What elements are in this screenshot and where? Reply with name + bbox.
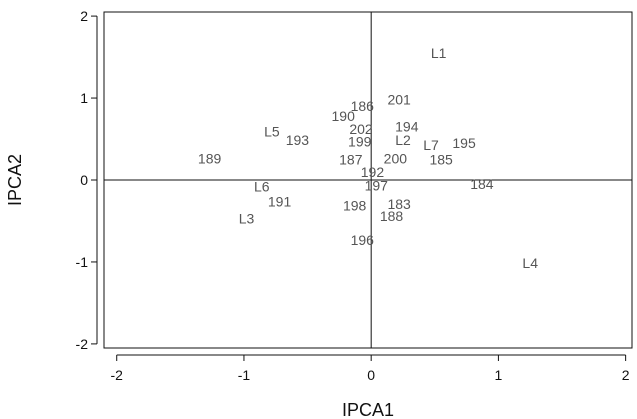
point-label: 198 [343, 197, 367, 213]
y-tick-label: 0 [80, 172, 88, 188]
point-label: L5 [264, 124, 280, 140]
point-label: 197 [365, 178, 389, 194]
point-label: 188 [380, 208, 404, 224]
x-tick-label: 2 [622, 367, 630, 383]
point-label: 202 [349, 121, 373, 137]
point-label: L6 [254, 179, 270, 195]
y-tick-label: -2 [76, 336, 89, 352]
y-axis: -2 -1 0 1 2 [76, 8, 98, 352]
point-label: 201 [387, 92, 411, 108]
x-axis-title: IPCA1 [342, 400, 394, 419]
point-label: L4 [522, 255, 538, 271]
point-label: 187 [339, 152, 363, 168]
point-label: 184 [470, 176, 494, 192]
x-tick-label: -2 [110, 367, 123, 383]
reference-lines [104, 12, 632, 348]
point-label: 191 [268, 193, 292, 209]
x-tick-label: 1 [495, 367, 503, 383]
point-label: 200 [384, 151, 408, 167]
point-label: L7 [423, 137, 439, 153]
point-label: 199 [348, 133, 372, 149]
point-label: 189 [198, 151, 222, 167]
point-label: 194 [395, 119, 419, 135]
point-label: 193 [286, 132, 310, 148]
x-axis: -2 -1 0 1 2 [110, 354, 630, 383]
y-tick-label: -1 [76, 254, 89, 270]
y-tick-label: 1 [80, 90, 88, 106]
point-label: 183 [387, 196, 411, 212]
x-tick-label: 0 [367, 367, 375, 383]
point-label: 192 [361, 164, 385, 180]
point-label: L1 [431, 45, 447, 61]
x-tick-label: -1 [238, 367, 251, 383]
point-label: 185 [429, 152, 453, 168]
point-label: L3 [239, 211, 255, 227]
point-label: 186 [351, 98, 375, 114]
point-label: L2 [395, 132, 411, 148]
point-label: 195 [452, 135, 476, 151]
y-tick-label: 2 [80, 8, 88, 24]
y-axis-title: IPCA2 [5, 154, 25, 206]
point-label: 196 [351, 232, 375, 248]
point-label: 190 [332, 108, 356, 124]
